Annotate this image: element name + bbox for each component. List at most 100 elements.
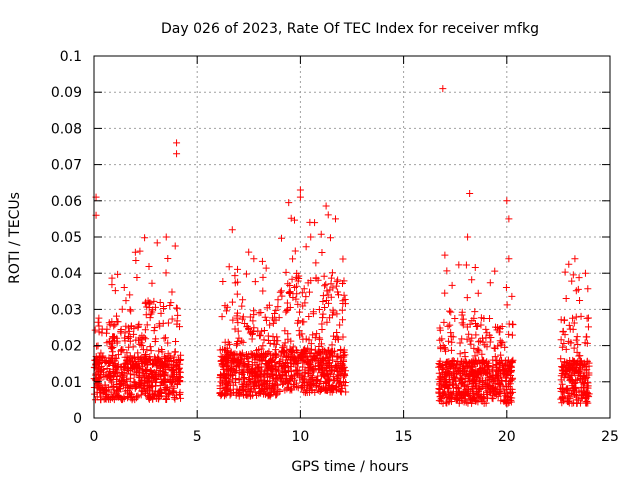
data-point [242,270,250,278]
data-point [566,395,574,403]
data-point [259,287,267,295]
data-point [266,392,274,400]
data-point [323,318,331,326]
data-point [133,274,141,282]
data-point [170,388,178,396]
data-point [576,399,584,407]
data-point [488,394,496,402]
data-point [103,373,111,381]
data-point [318,314,326,322]
data-point [291,216,299,224]
data-point [444,322,452,330]
data-point [237,337,245,345]
data-point [269,314,277,322]
data-point [337,378,345,386]
data-point [326,234,334,242]
data-point [445,393,453,401]
data-point [239,313,247,321]
data-point [328,351,336,359]
data-point [117,384,125,392]
data-points [90,85,593,407]
data-point [324,291,332,299]
data-point [445,375,453,383]
data-point [307,349,315,357]
data-point [327,348,335,356]
data-point [260,336,268,344]
data-point [572,363,580,371]
data-point [132,360,140,368]
data-point [264,350,272,358]
data-point [265,337,273,345]
data-point [164,339,172,347]
data-point [463,381,471,389]
data-point [280,348,288,356]
data-point [173,317,181,325]
data-point [322,202,330,210]
data-point [143,321,151,329]
data-point [341,300,349,308]
data-point [313,376,321,384]
data-point [318,369,326,377]
data-point [217,378,225,386]
data-point [313,330,321,338]
data-point [449,333,457,341]
data-point [290,355,298,363]
data-point [300,285,308,293]
data-point [441,344,449,352]
data-point [333,377,341,385]
data-point [573,333,581,341]
data-point [235,361,243,369]
data-point [250,255,258,263]
data-point [568,382,576,390]
data-point [107,388,115,396]
data-point [486,279,494,287]
data-point [303,353,311,361]
data-point [231,368,239,376]
data-point [318,325,326,333]
data-point [466,337,474,345]
data-point [285,380,293,388]
data-point [451,314,459,322]
data-point [324,370,332,378]
data-point [253,372,261,380]
data-point [122,376,130,384]
data-point [274,337,282,345]
data-point [120,369,128,377]
data-point [471,352,479,360]
y-tick-label: 0.04 [51,266,82,282]
data-point [478,350,486,358]
data-point [441,345,449,353]
data-point [176,388,184,396]
data-point [278,234,286,242]
data-point [277,362,285,370]
grid-lines [94,56,610,418]
data-point [255,346,263,354]
data-point [175,365,183,373]
data-point [97,393,105,401]
data-point [110,322,118,330]
data-point [464,399,472,407]
data-point [146,388,154,396]
data-point [474,289,482,297]
y-tick-label: 0.03 [51,302,82,318]
data-point [328,269,336,277]
data-point [234,319,242,327]
data-point [151,303,159,311]
data-point [269,352,277,360]
data-point [291,283,299,291]
data-point [577,312,585,320]
data-point [317,230,325,238]
data-point [569,314,577,322]
data-point [563,385,571,393]
data-point [480,390,488,398]
data-point [170,353,178,361]
data-point [268,356,276,364]
data-point [126,390,134,398]
data-point [273,381,281,389]
data-point [576,357,584,365]
data-point [103,325,111,333]
data-point [312,259,320,267]
data-point [216,385,224,393]
data-point [459,315,467,323]
data-point [244,367,252,375]
